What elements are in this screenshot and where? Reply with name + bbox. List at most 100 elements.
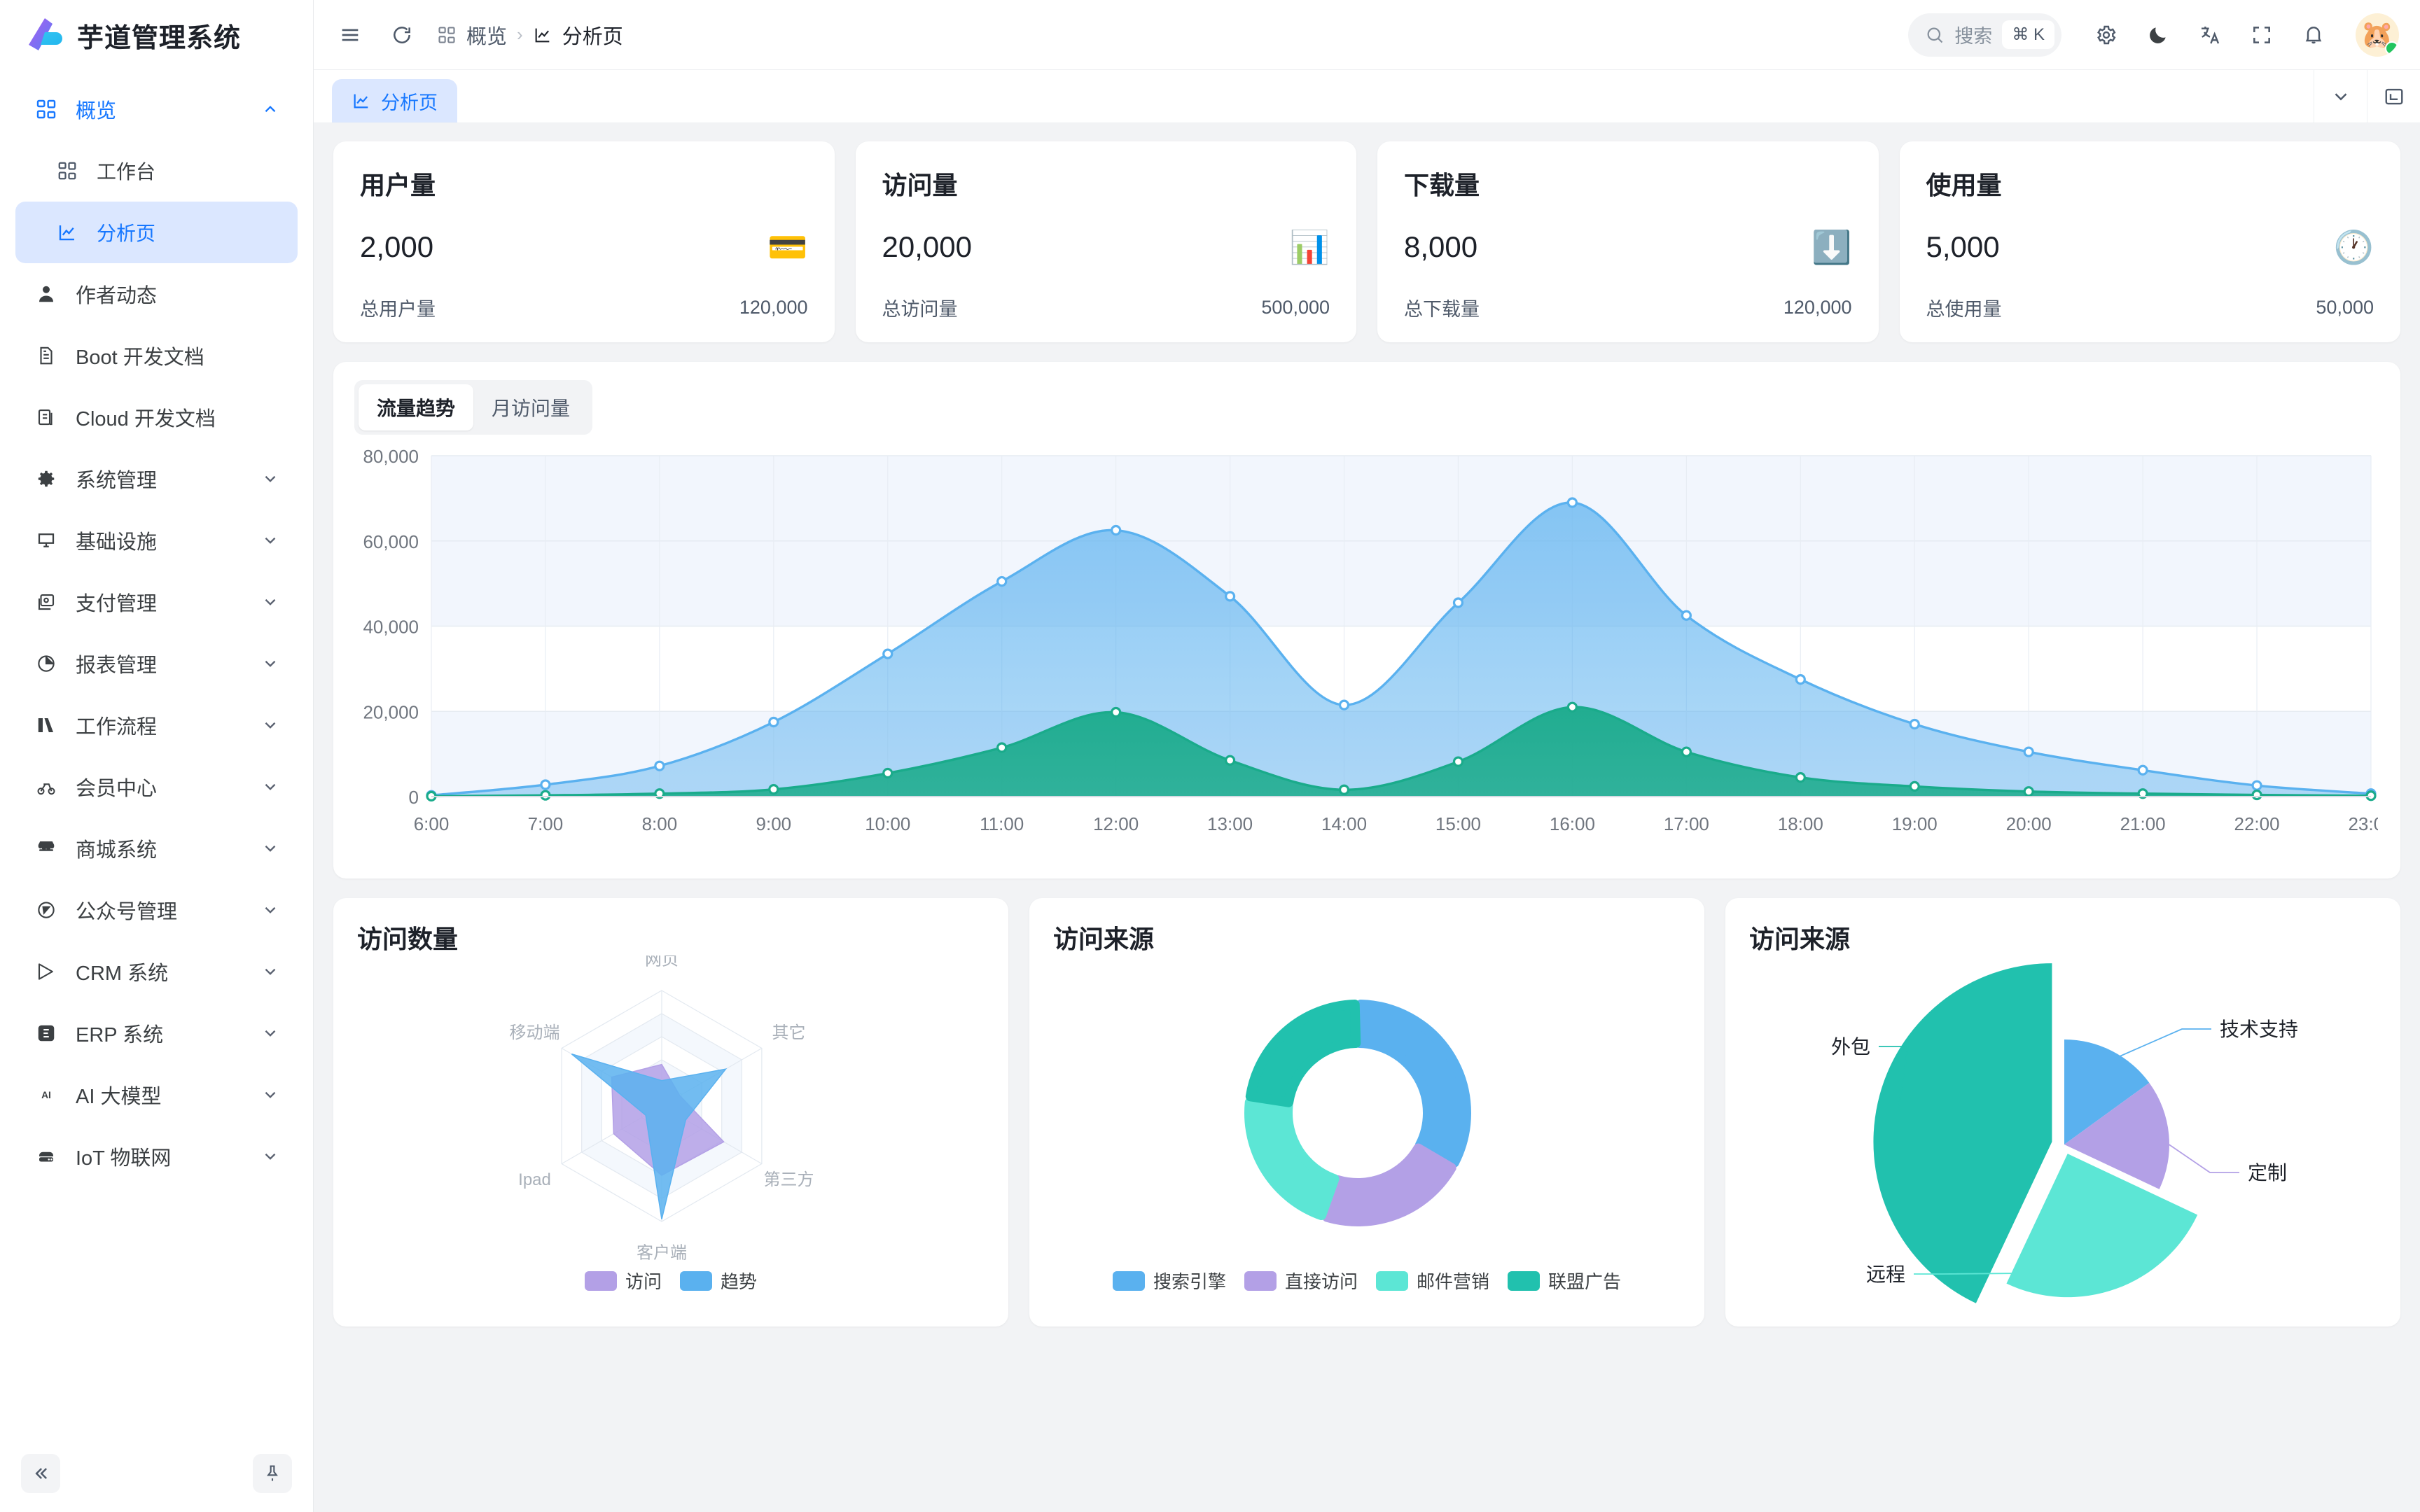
double-chevron-left-icon[interactable] [21, 1454, 60, 1493]
pie-chart[interactable]: 技术支持 定制 远程 外包 [1749, 955, 2377, 1306]
svg-text:19:00: 19:00 [1892, 813, 1938, 834]
chevron-down-icon[interactable] [2314, 70, 2367, 123]
donut-card: 访问来源 搜索引擎 直接访问 [1029, 898, 1704, 1326]
moon-icon[interactable] [2141, 18, 2175, 52]
breadcrumb-root-label[interactable]: 概览 [466, 25, 508, 48]
legend-item-visit[interactable]: 访问 [584, 1268, 662, 1294]
search-input[interactable]: 搜索 ⌘ K [1908, 13, 2061, 57]
stat-card-users: 用户量 2,000 💳 总用户量 120,000 [333, 141, 835, 342]
area-chart[interactable]: 0 20,000 40,000 60,000 80,000 6:00 7:00 8:00 9:0… [354, 443, 2379, 863]
svg-text:其它: 其它 [772, 1023, 805, 1042]
legend-item-email[interactable]: 邮件营销 [1376, 1268, 1489, 1294]
sidebar-item-author-news[interactable]: 作者动态 [15, 263, 298, 325]
sidebar-item-report[interactable]: 报表管理 [15, 633, 298, 694]
sidebar-item-label: 报表管理 [76, 654, 158, 677]
sidebar-item-overview[interactable]: 概览 [15, 78, 298, 140]
legend-item-search-engine[interactable]: 搜索引擎 [1112, 1268, 1226, 1294]
tab-analysis[interactable]: 分析页 [332, 79, 457, 122]
sidebar-item-analysis[interactable]: 分析页 [15, 202, 298, 263]
sidebar-item-label: 工作台 [97, 161, 156, 183]
sidebar-item-erp[interactable]: ERP 系统 [15, 1002, 298, 1064]
svg-text:40,000: 40,000 [363, 617, 419, 638]
sidebar-item-iot[interactable]: IoT 物联网 [15, 1126, 298, 1187]
sidebar-item-workbench[interactable]: 工作台 [15, 140, 298, 202]
sidebar-item-workflow[interactable]: 工作流程 [15, 694, 298, 756]
stat-footer-value: 120,000 [1783, 297, 1852, 318]
chevron-up-icon[interactable] [260, 100, 281, 118]
legend-swatch [1376, 1270, 1408, 1291]
stat-title: 访问量 [882, 171, 958, 200]
sidebar-item-member-center[interactable]: 会员中心 [15, 756, 298, 818]
chevron-down-icon[interactable] [260, 839, 281, 858]
topbar: 概览 › 分析页 搜索 ⌘ K [314, 0, 2420, 70]
stat-title: 用户量 [360, 171, 436, 200]
server-icon [32, 1146, 60, 1167]
tab-traffic-trend[interactable]: 流量趋势 [359, 384, 474, 430]
sidebar-item-boot-docs[interactable]: Boot 开发文档 [15, 325, 298, 386]
svg-text:16:00: 16:00 [1550, 813, 1595, 834]
brand-title: 芋道管理系统 [77, 23, 242, 53]
sidebar-item-label: Cloud 开发文档 [76, 408, 216, 430]
svg-text:外包: 外包 [1831, 1036, 1870, 1058]
svg-text:20:00: 20:00 [2006, 813, 2052, 834]
chevron-down-icon[interactable] [260, 1086, 281, 1104]
radar-chart[interactable]: 网页 其它 第三方 客户端 Ipad 移动端 [357, 955, 985, 1264]
chevron-down-icon[interactable] [260, 1024, 281, 1042]
donut-chart[interactable] [1053, 955, 1681, 1264]
sidebar-item-crm[interactable]: CRM 系统 [15, 941, 298, 1002]
sidebar-item-label: Boot 开发文档 [76, 346, 204, 369]
svg-text:15:00: 15:00 [1435, 813, 1481, 834]
compass-icon [32, 899, 60, 920]
chevron-down-icon[interactable] [260, 778, 281, 796]
sidebar-item-label: 会员中心 [76, 778, 158, 800]
tab-bar-actions [2314, 70, 2420, 123]
legend-item-affiliate[interactable]: 联盟广告 [1508, 1268, 1621, 1294]
chevron-down-icon[interactable] [260, 962, 281, 981]
traffic-trend-card: 流量趋势 月访问量 0 20,000 40,000 60,000 80,000 6:00 7… [333, 362, 2400, 878]
chevron-down-icon[interactable] [260, 593, 281, 611]
gear-icon [32, 468, 60, 489]
breadcrumb: 概览 › 分析页 [437, 20, 623, 50]
chevron-down-icon[interactable] [260, 470, 281, 488]
bell-icon[interactable] [2297, 18, 2330, 52]
legend-label: 直接访问 [1284, 1271, 1358, 1292]
chevron-down-icon[interactable] [260, 1147, 281, 1166]
search-icon [1925, 25, 1945, 45]
gear-icon[interactable] [2089, 18, 2123, 52]
svg-text:23:00: 23:00 [2348, 813, 2378, 834]
chevron-down-icon[interactable] [260, 654, 281, 673]
expand-screen-icon[interactable] [2367, 70, 2420, 123]
chevron-down-icon[interactable] [260, 716, 281, 734]
sidebar-item-mp-mgmt[interactable]: 公众号管理 [15, 879, 298, 941]
sidebar-item-cloud-docs[interactable]: Cloud 开发文档 [15, 386, 298, 448]
chevron-down-icon[interactable] [260, 901, 281, 919]
sidebar-item-system-mgmt[interactable]: 系统管理 [15, 448, 298, 510]
fullscreen-icon[interactable] [2245, 18, 2279, 52]
svg-text:22:00: 22:00 [2234, 813, 2280, 834]
radar-card: 访问数量 网页 其它 第三方 客户端 Ipad 移动端 访问 趋势 [333, 898, 1008, 1326]
sidebar-item-label: 支付管理 [76, 593, 158, 615]
sidebar-item-mall[interactable]: 商城系统 [15, 818, 298, 879]
svg-text:技术支持: 技术支持 [2220, 1018, 2298, 1040]
stat-footer-label: 总用户量 [360, 299, 436, 320]
sidebar-item-payment[interactable]: 支付管理 [15, 571, 298, 633]
pin-icon[interactable] [253, 1454, 292, 1493]
sidebar-item-label: 商城系统 [76, 839, 158, 862]
sidebar-item-infrastructure[interactable]: 基础设施 [15, 510, 298, 571]
legend-item-direct[interactable]: 直接访问 [1244, 1268, 1358, 1294]
chevron-down-icon[interactable] [260, 531, 281, 550]
sidebar-footer [0, 1435, 313, 1512]
svg-text:Ipad: Ipad [518, 1170, 551, 1189]
stat-footer-value: 500,000 [1261, 297, 1330, 318]
refresh-icon[interactable] [385, 18, 419, 52]
svg-text:0: 0 [409, 787, 419, 808]
avatar[interactable]: 🐹 [2356, 13, 2399, 57]
sidebar-item-ai[interactable]: AI AI 大模型 [15, 1064, 298, 1126]
brand[interactable]: 芋道管理系统 [0, 0, 313, 70]
tab-monthly-visits[interactable]: 月访问量 [492, 398, 571, 419]
hamburger-icon[interactable] [333, 18, 367, 52]
legend-item-trend[interactable]: 趋势 [680, 1268, 757, 1294]
translate-icon[interactable] [2193, 18, 2227, 52]
bottom-charts: 访问数量 网页 其它 第三方 客户端 Ipad 移动端 访问 趋势 [333, 898, 2400, 1326]
trend-tab-group: 流量趋势 月访问量 [354, 380, 593, 435]
